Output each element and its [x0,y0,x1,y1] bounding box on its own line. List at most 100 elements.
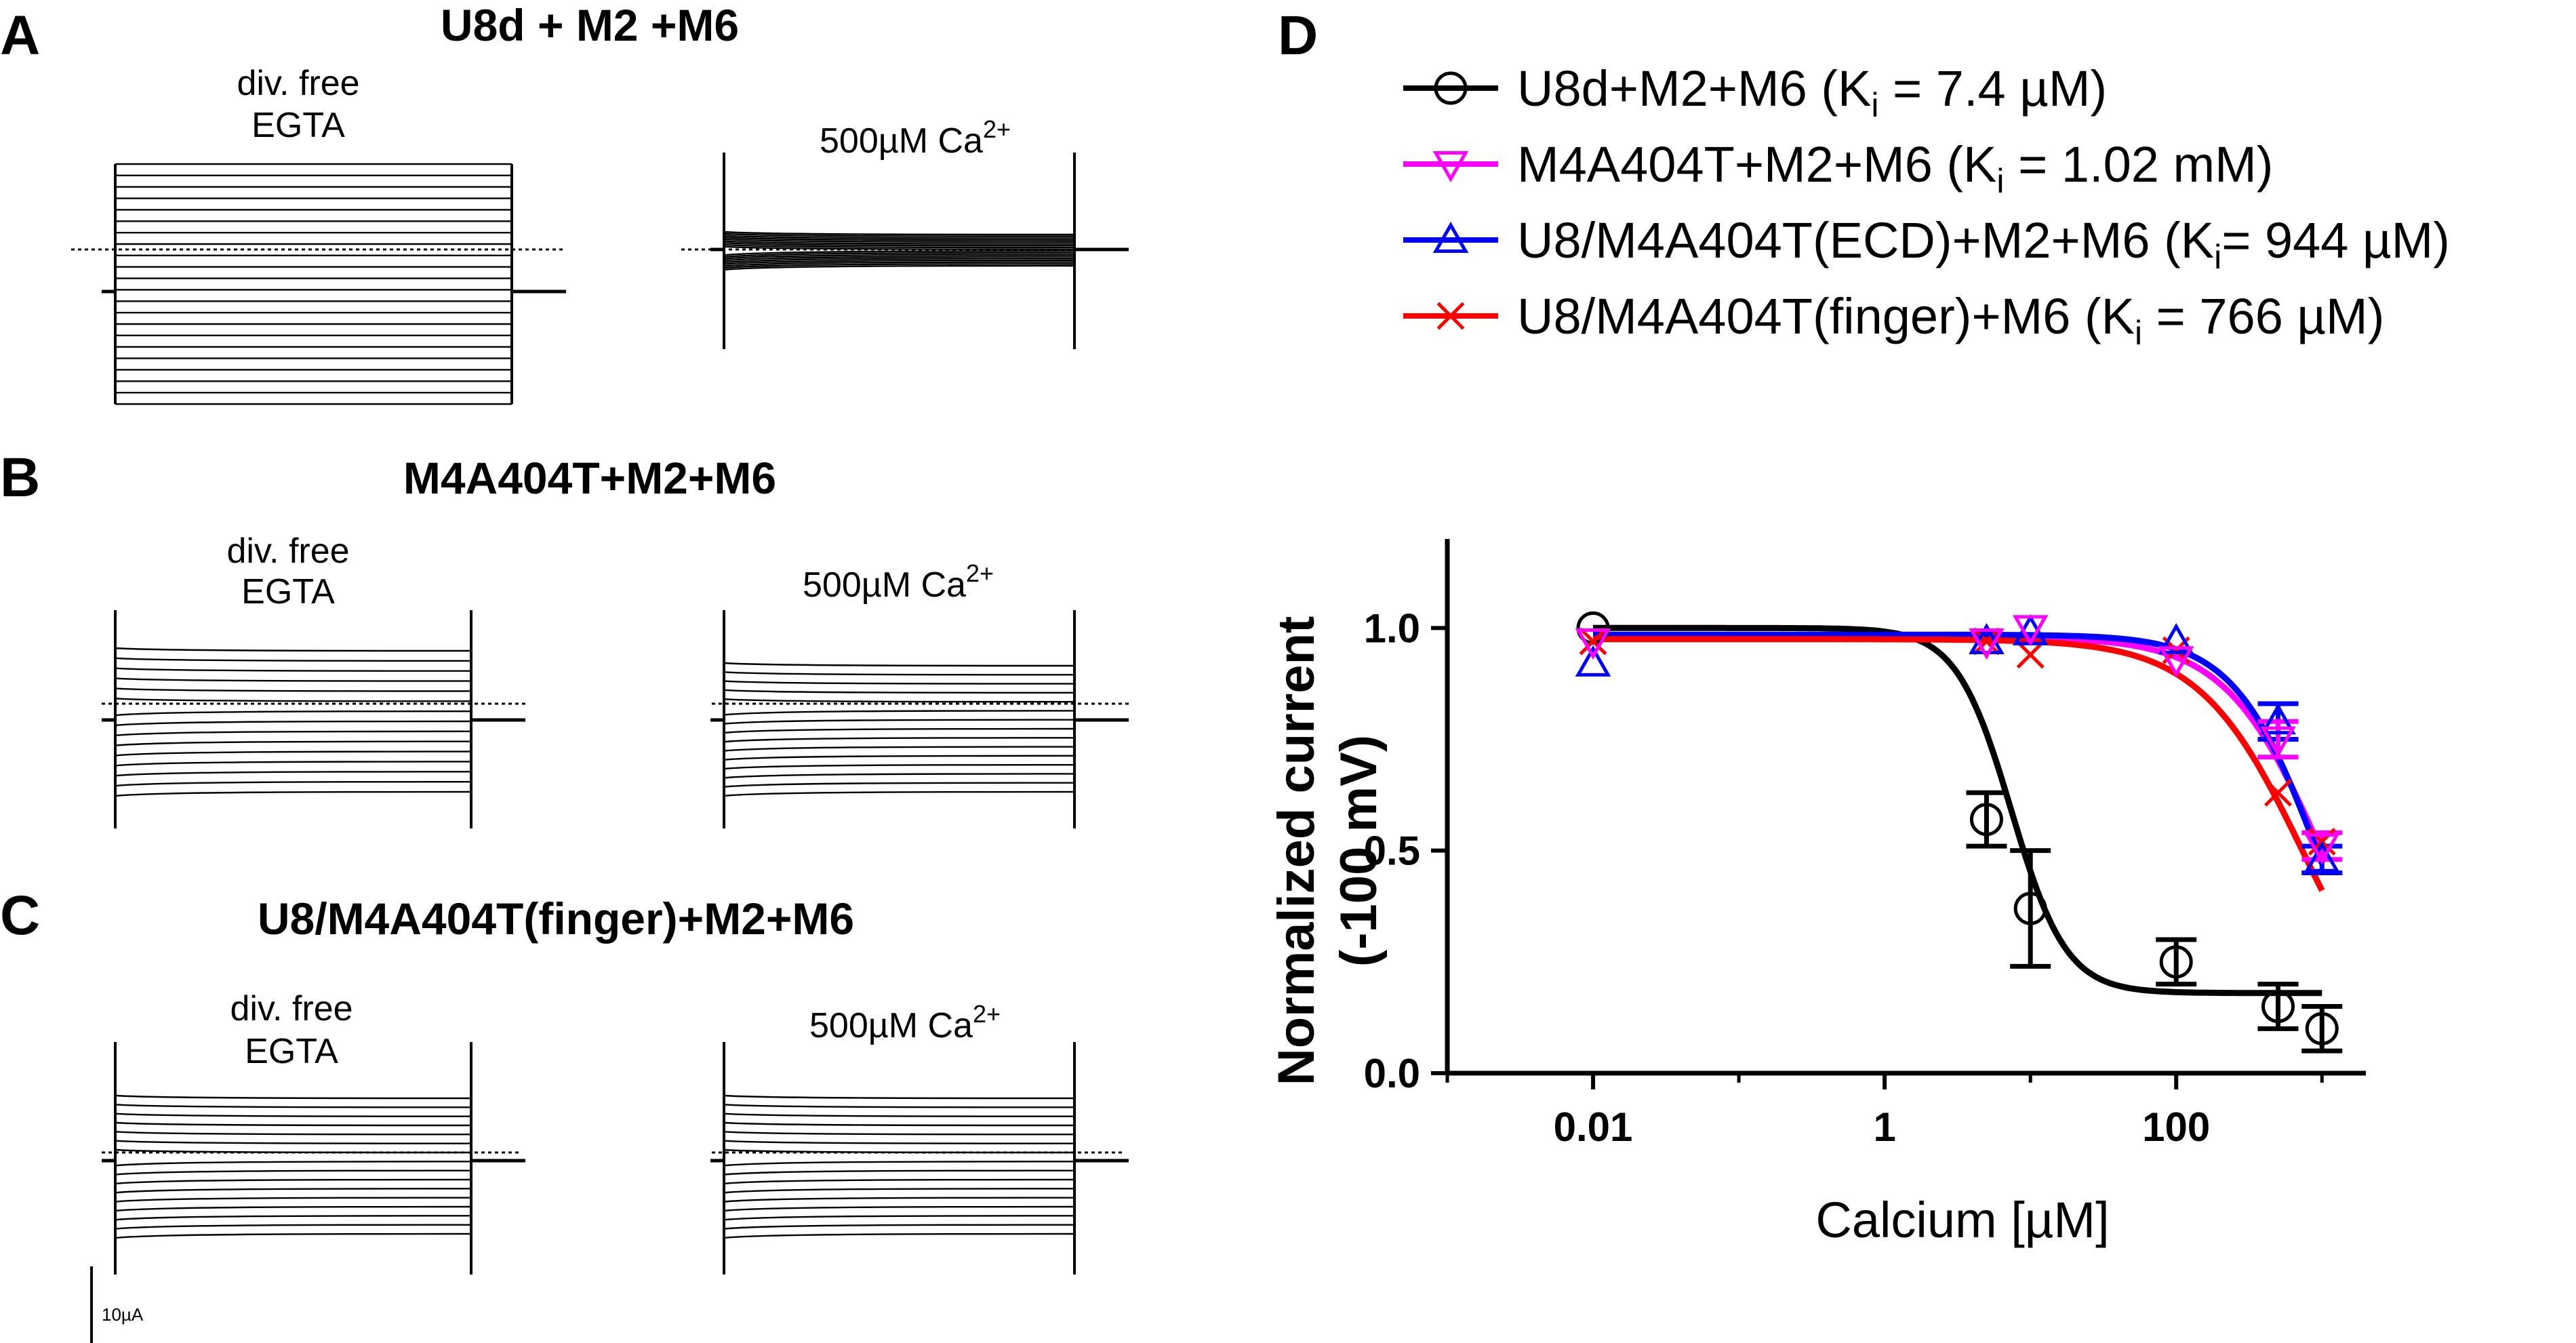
marker-circle [2159,945,2193,979]
marker-circle [1434,71,1468,105]
current-sweep [723,1104,1075,1108]
panel-b-free-label-2: EGTA [241,572,335,612]
current-sweep [723,671,1075,676]
current-sweep [723,698,1075,703]
panel-d-letter: D [1278,5,1318,66]
current-sweep [723,782,1075,788]
panel-a-trace-free [71,163,566,405]
marker-circle [2013,891,2047,925]
current-sweep [115,1215,472,1221]
current-sweep [723,727,1075,734]
current-sweep [115,780,472,787]
y-axis-title-line-1: Normalized current [1268,616,1325,1086]
legend-label: U8d+M2+M6 (Ki = 7.4 µM) [1517,60,2107,124]
current-sweep [723,1178,1075,1185]
current-sweep [115,1188,472,1194]
current-sweep [723,1215,1075,1221]
panel-b-letter: B [0,447,40,508]
panel-c-title: U8/M4A404T(finger)+M2+M6 [258,894,854,944]
current-sweep [723,233,1075,237]
current-sweep [115,1197,472,1203]
marker-circle [2305,1011,2339,1045]
current-sweep [115,1205,472,1212]
current-sweep [723,1131,1075,1136]
current-sweep [115,647,472,652]
panel-a-ca-label: 500µM Ca2+ [820,115,1011,161]
marker-triangle-down [1969,628,2005,660]
panel-c-letter: C [0,885,40,946]
panel-c-free-label-1: div. free [230,989,353,1028]
current-sweep [115,761,472,767]
current-sweep [723,235,1075,239]
current-sweep [723,719,1075,725]
marker-cross [2016,641,2045,669]
x-tick-label: 0.01 [1554,1104,1633,1150]
current-sweep [115,720,472,727]
current-sweep [723,1140,1075,1144]
current-sweep [723,1161,1075,1167]
x-tick-label: 1 [1873,1104,1895,1150]
panel-b-free-label-1: div. free [226,532,349,571]
current-sweep [115,790,472,797]
scale-bar-label: 10µA [102,1304,144,1325]
current-sweep [115,1113,472,1117]
current-sweep [115,1161,472,1167]
current-sweep [723,1197,1075,1203]
error-bars [1966,701,2343,1054]
current-sweep [723,261,1075,267]
marker-triangle-down [2260,726,2296,758]
legend-label: M4A404T+M2+M6 (Ki = 1.02 mM) [1517,136,2273,200]
marker-triangle-up [1575,645,1611,677]
panel-c-trace-ca [710,1042,1129,1275]
fit-curve [1593,624,2322,997]
current-sweep [723,243,1075,249]
current-sweep [723,252,1075,258]
current-sweep [723,230,1075,236]
marker-triangle-down [1432,151,1469,183]
current-sweep [723,245,1075,250]
marker-triangle-up [2303,841,2340,873]
current-sweep [115,1232,472,1239]
current-sweep [723,240,1075,245]
current-sweep [723,1188,1075,1194]
current-sweep [115,1169,472,1176]
panel-a-trace-ca [681,153,1129,349]
marker-cross-stroke [1579,627,1607,656]
current-sweep [115,1104,472,1108]
marker-triangle-up [1432,221,1469,253]
current-sweep [723,689,1075,694]
marker-triangle-down [2012,615,2049,647]
legend-item: U8d+M2+M6 (Ki = 7.4 µM) [1403,60,2107,124]
current-sweep [723,250,1075,256]
marker-triangle-up [2260,703,2296,735]
current-sweep [723,746,1075,752]
legend-item: M4A404T+M2+M6 (Ki = 1.02 mM) [1403,136,2273,200]
panel-c-ca-label: 500µM Ca2+ [809,1000,1001,1045]
current-sweep [723,1224,1075,1230]
fit-curve [1593,631,2325,865]
legend-item: U8/M4A404T(finger)+M6 (Ki = 766 µM) [1403,288,2384,352]
panel-b-title: M4A404T+M2+M6 [403,453,776,503]
dose-response-chart: 0.0 0.5 1.0 0.01 1 100 Normalized current (-1… [1268,539,2366,1248]
current-sweep [115,1178,472,1185]
current-sweep [723,254,1075,260]
current-sweep [115,710,472,717]
current-sweep [115,1131,472,1136]
fit-curve [1593,636,2325,892]
current-sweep [115,1094,472,1100]
y-tick-label: 1.0 [1364,605,1420,651]
marker-cross-stroke [1972,627,2000,656]
current-sweep [723,264,1075,271]
current-sweep [115,771,472,777]
marker-cross-stroke [2264,778,2292,807]
legend-item: U8/M4A404T(ECD)+M2+M6 (Ki= 944 µM) [1403,212,2450,276]
current-sweep [723,710,1075,716]
current-sweep [115,677,472,682]
marker-cross [1436,302,1465,330]
current-sweep [723,680,1075,685]
y-tick-label: 0.5 [1364,828,1420,874]
marker-cross-stroke [1436,302,1465,330]
current-sweep [723,242,1075,247]
marker-circle [1969,803,2003,837]
panel-a-letter: A [0,5,40,66]
